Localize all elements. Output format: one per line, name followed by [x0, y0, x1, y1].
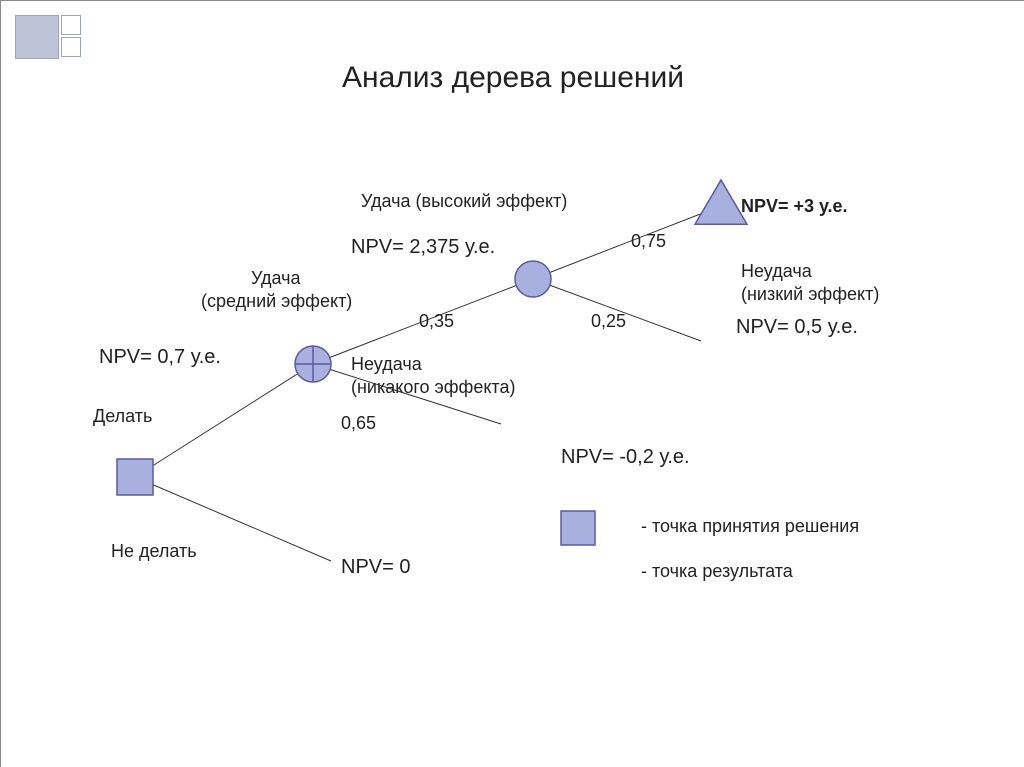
legend-result: - точка результата [641, 561, 793, 582]
label-fail-no-2: (никакого эффекта) [351, 377, 515, 398]
label-prob-025: 0,25 [591, 311, 626, 332]
label-npv-07: NPV= 0,7 у.е. [99, 346, 221, 369]
label-prob-035: 0,35 [419, 311, 454, 332]
label-npv-plus3: NPV= +3 у.е. [741, 196, 848, 217]
label-luck-high: Удача (высокий эффект) [361, 191, 567, 212]
label-npv-m02: NPV= -0,2 у.е. [561, 446, 690, 469]
label-luck-mid-1: Удача [251, 268, 301, 289]
label-do: Делать [93, 406, 152, 427]
label-not-do: Не делать [111, 541, 197, 562]
legend-decision: - точка принятия решения [641, 516, 859, 537]
label-npv-2375: NPV= 2,375 у.е. [351, 236, 495, 259]
label-fail-no-1: Неудача [351, 354, 422, 375]
label-npv-05: NPV= 0,5 у.е. [736, 316, 858, 339]
label-fail-low-2: (низкий эффект) [741, 284, 879, 305]
label-prob-075: 0,75 [631, 231, 666, 252]
label-fail-low-1: Неудача [741, 261, 812, 282]
label-luck-mid-2: (средний эффект) [201, 291, 352, 312]
slide-container: { "decor": { "big": {"x": 14, "y": 14, "… [0, 0, 1024, 767]
label-npv-0: NPV= 0 [341, 556, 410, 579]
label-prob-065: 0,65 [341, 413, 376, 434]
